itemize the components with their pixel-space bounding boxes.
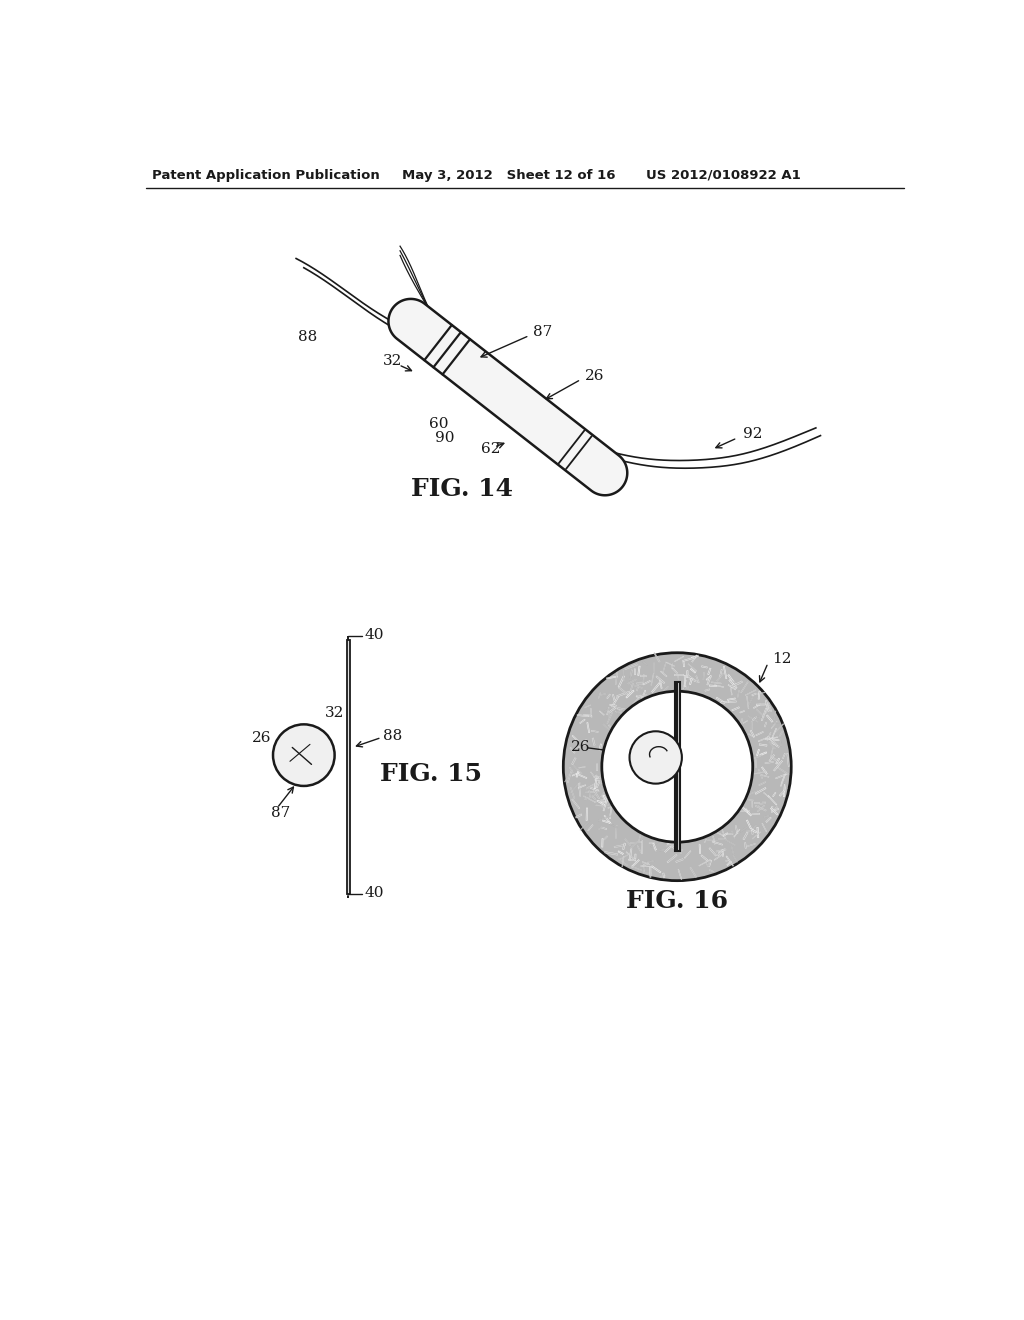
Text: 92: 92 bbox=[742, 428, 762, 441]
Text: 40: 40 bbox=[365, 886, 384, 900]
Text: 12: 12 bbox=[772, 652, 792, 665]
Text: 88: 88 bbox=[383, 729, 402, 743]
Text: FIG. 14: FIG. 14 bbox=[411, 478, 513, 502]
Circle shape bbox=[630, 731, 682, 784]
Text: 32: 32 bbox=[326, 706, 345, 719]
Polygon shape bbox=[388, 298, 628, 495]
Text: 32: 32 bbox=[383, 354, 402, 368]
Circle shape bbox=[563, 653, 792, 880]
Text: 26: 26 bbox=[585, 368, 604, 383]
Text: FIG. 15: FIG. 15 bbox=[380, 763, 482, 787]
Text: 26: 26 bbox=[571, 741, 591, 755]
Text: 88: 88 bbox=[298, 330, 317, 345]
Polygon shape bbox=[675, 682, 680, 851]
Text: 40: 40 bbox=[365, 628, 384, 642]
Text: 87: 87 bbox=[271, 807, 291, 820]
Circle shape bbox=[273, 725, 335, 785]
Text: 90: 90 bbox=[435, 430, 455, 445]
Text: 26: 26 bbox=[252, 731, 271, 746]
Text: 62: 62 bbox=[481, 442, 501, 457]
Text: US 2012/0108922 A1: US 2012/0108922 A1 bbox=[646, 169, 801, 182]
Text: FIG. 16: FIG. 16 bbox=[627, 890, 728, 913]
Text: Patent Application Publication: Patent Application Publication bbox=[153, 169, 380, 182]
Polygon shape bbox=[346, 640, 350, 894]
Text: 60: 60 bbox=[429, 417, 449, 432]
Text: 87: 87 bbox=[534, 325, 553, 339]
Text: 88: 88 bbox=[691, 774, 711, 788]
Circle shape bbox=[602, 692, 753, 842]
Text: May 3, 2012   Sheet 12 of 16: May 3, 2012 Sheet 12 of 16 bbox=[402, 169, 615, 182]
